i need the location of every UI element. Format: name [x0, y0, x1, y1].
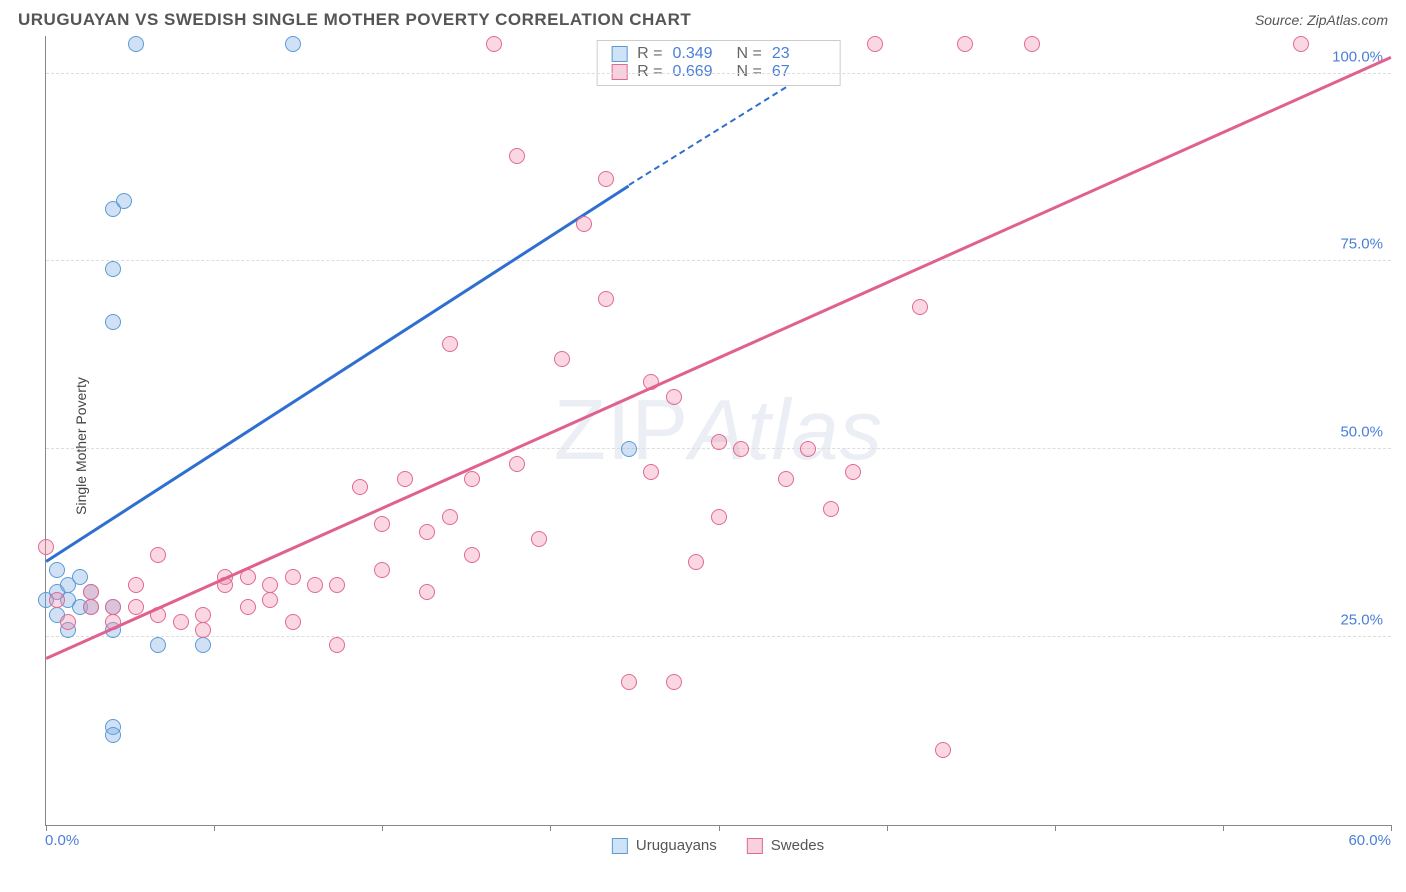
data-point	[128, 36, 144, 52]
data-point	[240, 599, 256, 615]
data-point	[666, 389, 682, 405]
data-point	[352, 479, 368, 495]
data-point	[598, 291, 614, 307]
y-tick-label: 50.0%	[1340, 424, 1383, 441]
data-point	[419, 584, 435, 600]
data-point	[105, 314, 121, 330]
data-point	[105, 599, 121, 615]
data-point	[464, 547, 480, 563]
data-point	[845, 464, 861, 480]
data-point	[262, 577, 278, 593]
data-point	[105, 261, 121, 277]
data-point	[195, 622, 211, 638]
data-point	[733, 441, 749, 457]
data-point	[419, 524, 435, 540]
legend-label: Swedes	[771, 837, 824, 854]
data-point	[1024, 36, 1040, 52]
data-point	[912, 299, 928, 315]
scatter-chart: ZIPAtlas R =0.349N =23R =0.669N =67 25.0…	[45, 36, 1391, 826]
legend-r-label: R =	[637, 45, 662, 63]
data-point	[262, 592, 278, 608]
gridline	[46, 636, 1391, 637]
data-point	[195, 607, 211, 623]
gridline	[46, 73, 1391, 74]
legend-r-value: 0.349	[673, 45, 727, 63]
legend-n-value: 23	[772, 45, 826, 63]
data-point	[173, 614, 189, 630]
legend-series: Uruguayans Swedes	[612, 837, 824, 854]
data-point	[72, 569, 88, 585]
data-point	[128, 599, 144, 615]
legend-swatch	[747, 838, 763, 854]
data-point	[554, 351, 570, 367]
data-point	[83, 584, 99, 600]
y-tick-label: 25.0%	[1340, 612, 1383, 629]
trend-line	[45, 56, 1391, 659]
trend-line-dashed	[628, 87, 786, 186]
data-point	[800, 441, 816, 457]
data-point	[49, 592, 65, 608]
data-point	[621, 441, 637, 457]
data-point	[688, 554, 704, 570]
legend-item: Swedes	[747, 837, 824, 854]
data-point	[329, 577, 345, 593]
data-point	[374, 516, 390, 532]
data-point	[531, 531, 547, 547]
data-point	[83, 599, 99, 615]
data-point	[307, 577, 323, 593]
data-point	[442, 336, 458, 352]
watermark: ZIPAtlas	[554, 382, 883, 480]
x-tick-label: 60.0%	[1348, 832, 1391, 849]
y-tick-label: 75.0%	[1340, 236, 1383, 253]
data-point	[105, 727, 121, 743]
legend-stats-row: R = 0.349 N = 23	[611, 45, 826, 63]
data-point	[509, 148, 525, 164]
data-point	[823, 501, 839, 517]
x-tick	[1391, 825, 1392, 831]
data-point	[374, 562, 390, 578]
legend-n-label: N =	[737, 45, 762, 63]
data-point	[128, 577, 144, 593]
legend-label: Uruguayans	[636, 837, 717, 854]
data-point	[486, 36, 502, 52]
data-point	[621, 674, 637, 690]
data-point	[509, 456, 525, 472]
data-point	[576, 216, 592, 232]
chart-title: URUGUAYAN VS SWEDISH SINGLE MOTHER POVER…	[18, 10, 691, 30]
data-point	[778, 471, 794, 487]
x-tick-label: 0.0%	[45, 832, 79, 849]
trend-line	[45, 184, 629, 562]
data-point	[38, 539, 54, 555]
data-point	[150, 637, 166, 653]
data-point	[329, 637, 345, 653]
data-point	[285, 614, 301, 630]
data-point	[285, 569, 301, 585]
data-point	[49, 562, 65, 578]
data-point	[957, 36, 973, 52]
data-point	[116, 193, 132, 209]
data-point	[711, 509, 727, 525]
legend-item: Uruguayans	[612, 837, 717, 854]
legend-swatch	[611, 46, 627, 62]
data-point	[285, 36, 301, 52]
legend-swatch	[612, 838, 628, 854]
data-point	[60, 614, 76, 630]
chart-source: Source: ZipAtlas.com	[1255, 12, 1388, 28]
data-point	[643, 464, 659, 480]
data-point	[711, 434, 727, 450]
data-point	[867, 36, 883, 52]
data-point	[598, 171, 614, 187]
data-point	[397, 471, 413, 487]
x-axis: Uruguayans Swedes 0.0% 60.0%	[45, 826, 1391, 856]
data-point	[195, 637, 211, 653]
gridline	[46, 260, 1391, 261]
data-point	[666, 674, 682, 690]
legend-stats: R =0.349N =23R =0.669N =67	[596, 40, 841, 86]
data-point	[935, 742, 951, 758]
data-point	[442, 509, 458, 525]
data-point	[464, 471, 480, 487]
data-point	[150, 547, 166, 563]
data-point	[1293, 36, 1309, 52]
